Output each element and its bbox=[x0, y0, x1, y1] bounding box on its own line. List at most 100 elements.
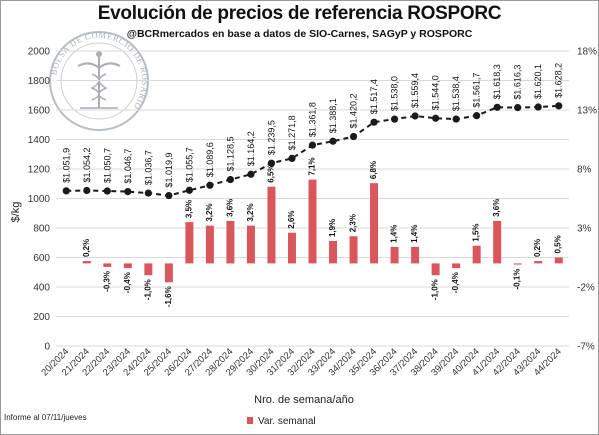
bar bbox=[82, 261, 91, 264]
y-tick-label: 2000 bbox=[28, 47, 51, 58]
bar-value-label: 0,2% bbox=[82, 239, 91, 257]
bar-value-label: 2,3% bbox=[349, 214, 358, 232]
price-value-label: $1.361,8 bbox=[308, 102, 318, 137]
chart-title: Evolución de precios de referencia ROSPO… bbox=[97, 3, 502, 24]
bar bbox=[287, 232, 296, 264]
price-value-label: $1.036,7 bbox=[143, 150, 153, 185]
bar-value-label: 1,4% bbox=[410, 225, 419, 243]
bar bbox=[513, 263, 522, 265]
price-value-label: $1.559,4 bbox=[410, 73, 420, 108]
price-value-label: $1.561,7 bbox=[472, 73, 482, 108]
price-value-label: $1.544,0 bbox=[431, 75, 441, 110]
legend: Var. semanal bbox=[247, 416, 316, 427]
bar bbox=[411, 246, 420, 264]
price-value-label: $1.616,3 bbox=[513, 65, 523, 100]
price-point bbox=[206, 181, 214, 189]
bar-value-label: -1,0% bbox=[431, 279, 440, 300]
y-tick-label: 1200 bbox=[28, 165, 51, 176]
price-point bbox=[288, 154, 296, 163]
price-value-label: $1.019,9 bbox=[164, 153, 174, 188]
y2-tick-label: 8% bbox=[577, 165, 592, 176]
price-value-label: $1.517,4 bbox=[369, 79, 379, 114]
y-tick-label: 400 bbox=[33, 283, 50, 294]
bar bbox=[349, 236, 358, 264]
price-point bbox=[534, 103, 542, 111]
price-value-label: $1.538,0 bbox=[390, 76, 400, 111]
bar-value-label: -0,4% bbox=[123, 272, 132, 293]
price-value-label: $1.271,8 bbox=[287, 115, 297, 150]
price-point bbox=[432, 114, 440, 122]
bar bbox=[226, 220, 235, 264]
price-point bbox=[83, 186, 91, 195]
y-tick-label: 800 bbox=[33, 224, 50, 235]
y-tick-label: 1800 bbox=[28, 76, 51, 87]
bar-value-label: -1,0% bbox=[143, 279, 152, 300]
bar bbox=[554, 257, 563, 264]
legend-swatch bbox=[247, 417, 253, 424]
bar-value-label: 3,5% bbox=[184, 200, 193, 218]
price-point bbox=[144, 189, 152, 197]
y-tick-label: 1400 bbox=[28, 135, 51, 146]
bar-value-label: 6,8% bbox=[369, 161, 378, 179]
y2-tick-label: -2% bbox=[577, 283, 595, 294]
price-point bbox=[247, 170, 255, 178]
bar-value-label: 3,6% bbox=[225, 199, 234, 217]
price-point bbox=[349, 132, 358, 141]
y-tick-label: 0 bbox=[44, 342, 50, 353]
bar-value-label: -0,1% bbox=[513, 269, 522, 290]
bar bbox=[205, 225, 214, 264]
price-value-label: $1.420,2 bbox=[349, 93, 359, 128]
y2-tick-label: 3% bbox=[577, 224, 592, 235]
bar bbox=[246, 225, 255, 264]
bar-value-label: -0,4% bbox=[451, 272, 460, 293]
y-tick-label: 1600 bbox=[28, 106, 51, 117]
price-point bbox=[185, 186, 193, 194]
bar bbox=[390, 246, 399, 264]
bar-value-label: -1,6% bbox=[164, 286, 173, 307]
price-value-label: $1.620,1 bbox=[533, 64, 543, 99]
price-point bbox=[555, 102, 563, 110]
bar bbox=[144, 263, 153, 276]
bar bbox=[329, 240, 338, 264]
bar-value-label: 1,4% bbox=[390, 225, 399, 243]
bar bbox=[431, 263, 440, 276]
bar-value-label: 2,6% bbox=[287, 210, 296, 228]
logo-seal-icon: BOLSA DE COMERCIO DE ROSARIO bbox=[48, 30, 150, 131]
bar bbox=[493, 220, 502, 264]
y2-tick-label: 18% bbox=[577, 47, 597, 58]
bar-value-label: 3,6% bbox=[492, 199, 501, 217]
bar-value-label: 0,5% bbox=[554, 235, 563, 253]
y2-tick-label: -7% bbox=[577, 342, 595, 353]
price-value-label: $1.054,2 bbox=[82, 147, 92, 182]
bar bbox=[267, 186, 276, 264]
price-value-label: $1.055,7 bbox=[184, 147, 194, 182]
price-value-label: $1.128,5 bbox=[225, 136, 235, 171]
legend-label: Var. semanal bbox=[258, 416, 316, 427]
bar-value-label: 7,1% bbox=[308, 157, 317, 175]
price-point bbox=[493, 103, 501, 111]
bar bbox=[452, 263, 461, 269]
price-point bbox=[226, 175, 235, 184]
price-point bbox=[124, 188, 132, 196]
price-point bbox=[452, 115, 460, 123]
y-tick-label: 600 bbox=[33, 253, 50, 264]
price-point bbox=[473, 112, 481, 120]
bar bbox=[185, 222, 194, 264]
price-point bbox=[390, 115, 399, 123]
price-value-label: $1.046,7 bbox=[123, 149, 133, 184]
bar bbox=[308, 179, 317, 264]
price-point bbox=[411, 112, 419, 120]
bar bbox=[164, 263, 173, 283]
price-point bbox=[165, 191, 173, 200]
chart-subtitle: @BCRmercados en base a datos de SIO-Carn… bbox=[126, 28, 473, 40]
bar-value-label: 6,5% bbox=[266, 164, 275, 182]
bar-value-label: 3,2% bbox=[246, 203, 255, 221]
bar-value-label: 1,9% bbox=[328, 219, 337, 237]
report-date-note: Informe al 07/11/jueves bbox=[4, 413, 87, 422]
price-value-label: $1.388,1 bbox=[328, 98, 338, 133]
x-axis-label: Nro. de semana/año bbox=[254, 394, 354, 406]
price-point bbox=[267, 159, 276, 167]
price-value-label: $1.538,4 bbox=[451, 76, 461, 111]
bar-value-label: 1,5% bbox=[472, 223, 481, 241]
